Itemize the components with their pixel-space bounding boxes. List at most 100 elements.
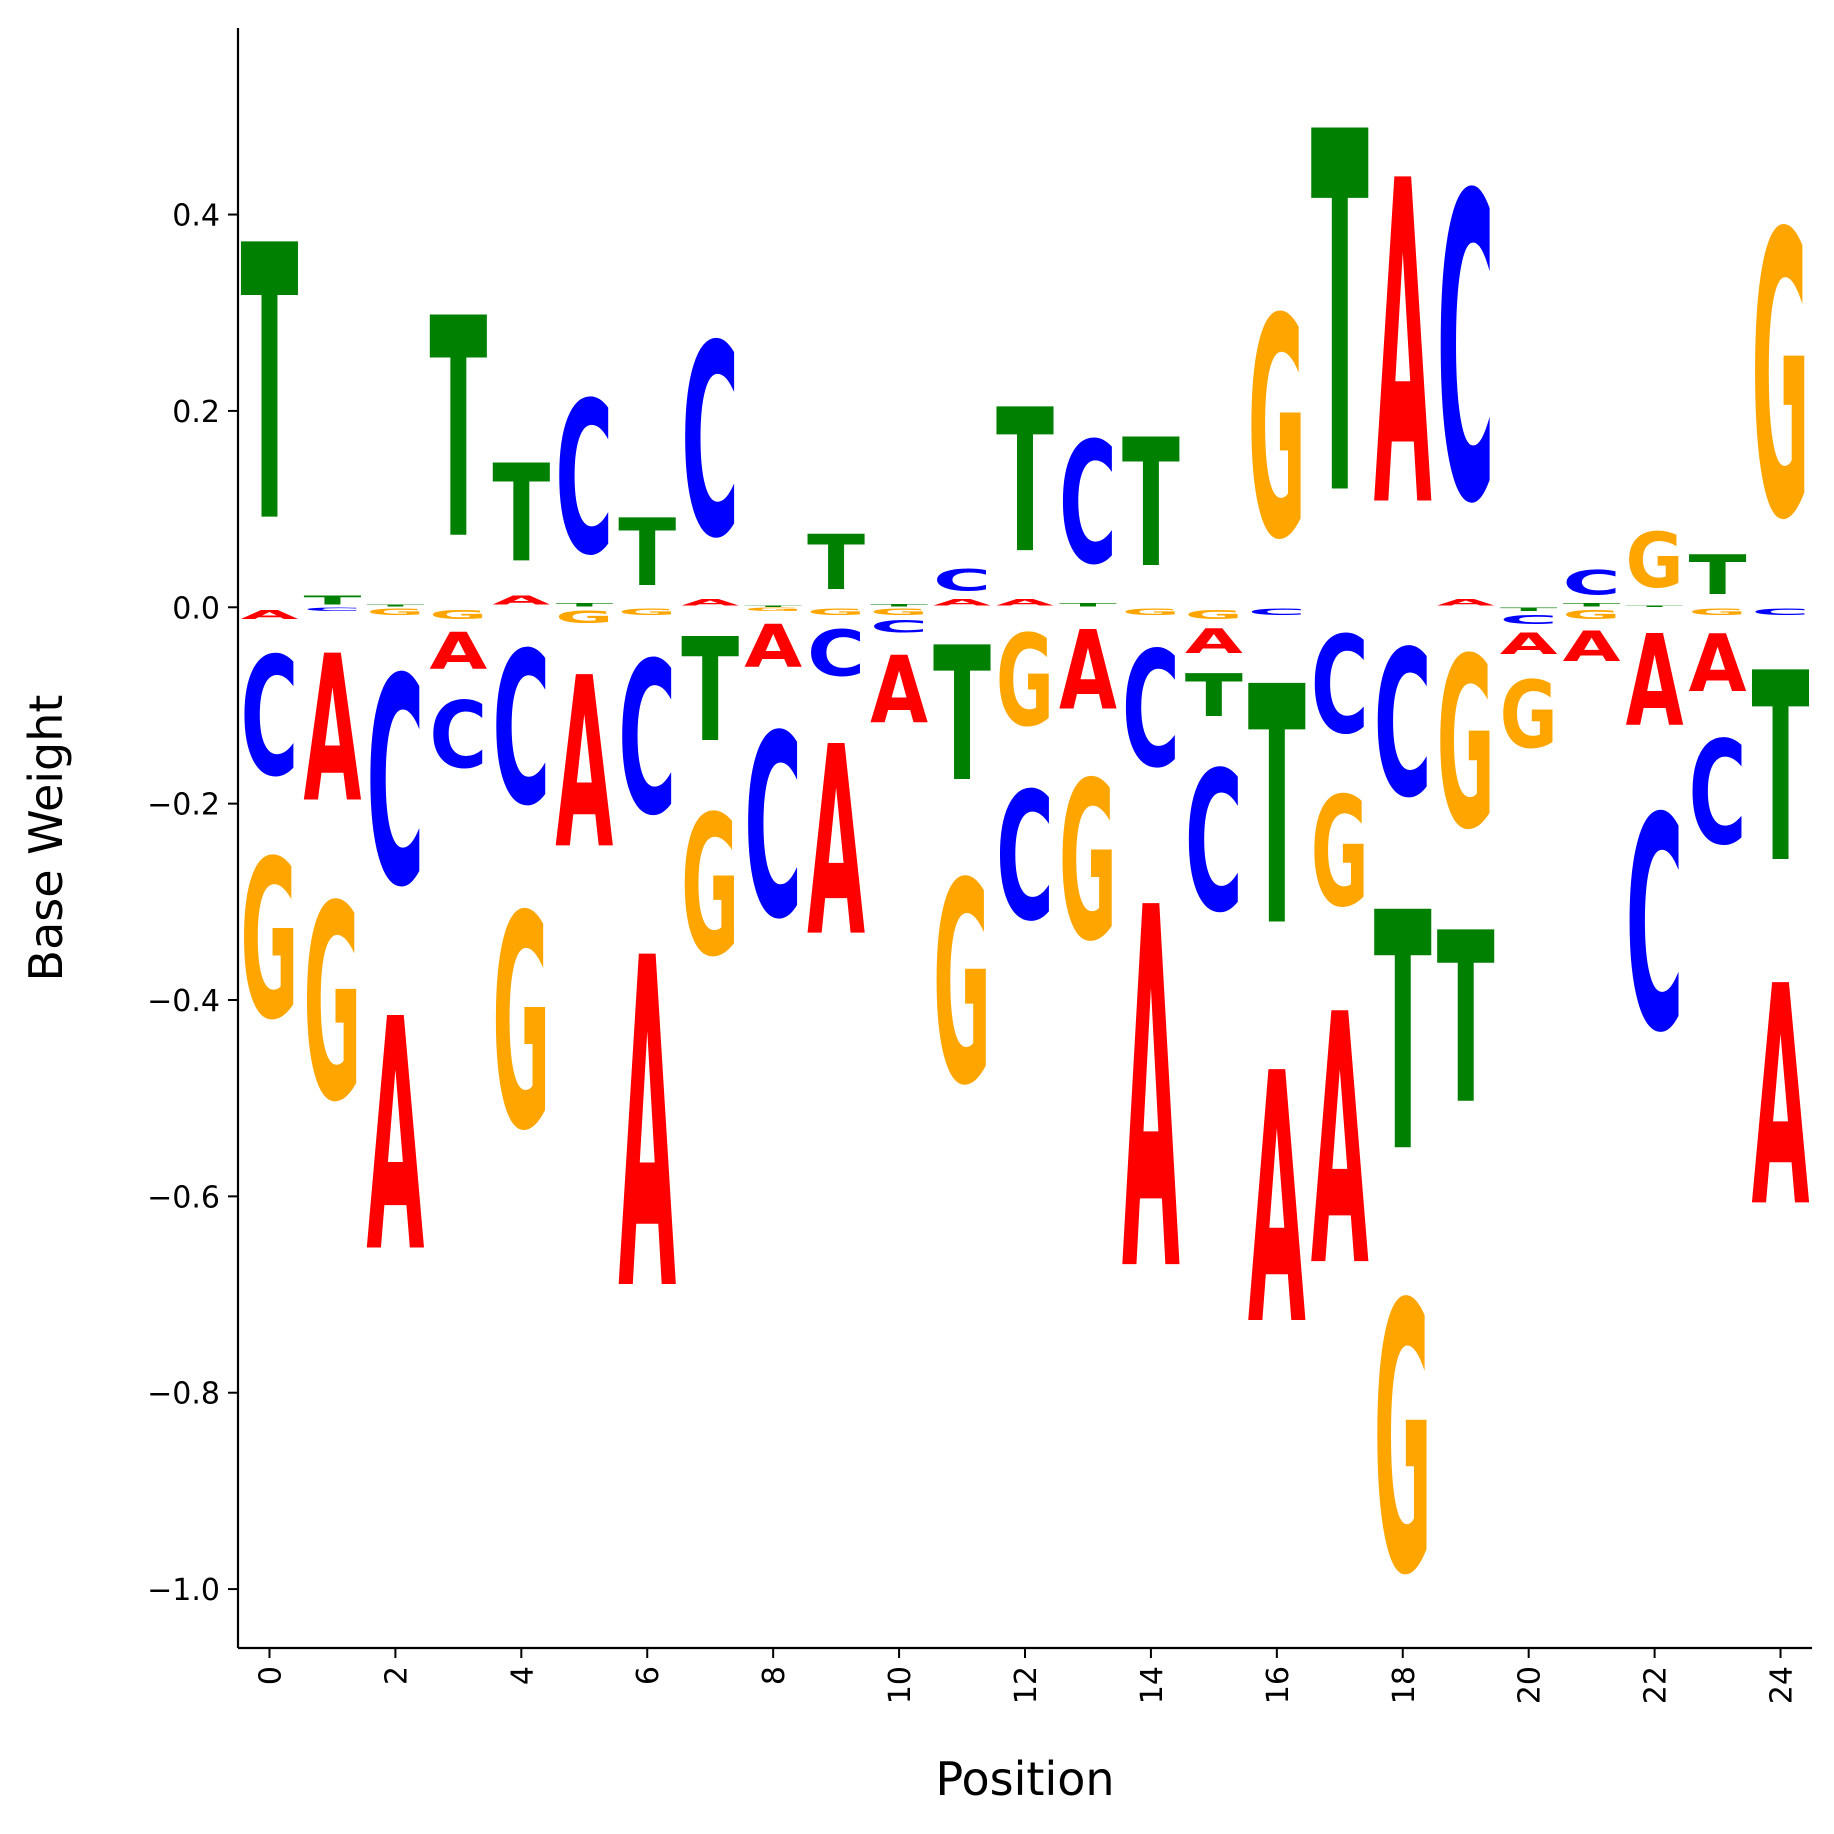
logo-letter-g: G <box>681 776 739 1000</box>
logo-letter-g: G <box>1185 607 1243 622</box>
logo-letters: TACGTCAGTGCATGACATCGTCGATGCAACTGTGACTGCA… <box>241 28 1810 1656</box>
logo-letter-c: C <box>1752 607 1810 617</box>
x-tick-label: 0 <box>253 1666 288 1685</box>
logo-letter-a: A <box>618 864 676 1391</box>
x-tick-label: 16 <box>1261 1666 1296 1704</box>
y-tick-label: −0.8 <box>147 1377 220 1412</box>
x-ticks: 0 2 4 6 8 10 12 14 16 18 20 22 24 <box>253 1648 1800 1704</box>
x-tick-label: 10 <box>883 1666 918 1704</box>
logo-letter-g: G <box>303 850 361 1162</box>
x-tick-label: 24 <box>1765 1666 1800 1704</box>
logo-letter-c: C <box>996 756 1054 961</box>
logo-letter-g: G <box>870 607 928 617</box>
x-tick-label: 22 <box>1639 1666 1674 1704</box>
x-tick-label: 6 <box>631 1666 666 1685</box>
logo-letter-g: G <box>618 607 676 617</box>
logo-letter-a: A <box>1689 618 1747 711</box>
x-tick-label: 12 <box>1009 1666 1044 1704</box>
logo-letter-t: T <box>1437 883 1495 1157</box>
logo-letter-t: T <box>492 437 550 592</box>
logo-letter-t: T <box>1689 544 1747 607</box>
logo-letter-t: T <box>807 519 865 607</box>
x-tick-label: 4 <box>505 1666 540 1685</box>
logo-letter-g: G <box>366 607 424 617</box>
logo-letter-a: A <box>996 598 1054 608</box>
logo-letter-c: C <box>429 682 487 789</box>
logo-letter-g: G <box>1752 153 1810 607</box>
logo-letter-c: C <box>807 617 865 690</box>
logo-letter-a: A <box>1626 609 1684 755</box>
logo-letter-a: A <box>366 951 424 1323</box>
logo-letter-a: A <box>1752 922 1810 1273</box>
logo-letter-t: T <box>429 256 487 607</box>
logo-letter-c: C <box>1185 730 1243 955</box>
logo-letter-c: C <box>241 624 299 814</box>
logo-letter-a: A <box>1437 598 1495 608</box>
logo-letter-a: A <box>1563 623 1621 671</box>
logo-letter-a: A <box>241 607 300 622</box>
logo-letter-t: T <box>1626 605 1684 607</box>
logo-letter-a: A <box>1122 804 1180 1382</box>
logo-letter-t: T <box>1563 602 1621 607</box>
logo-letter-c: C <box>1626 755 1684 1098</box>
logo-letter-g: G <box>1311 765 1369 941</box>
logo-letter-t: T <box>555 602 613 607</box>
logo-letter-g: G <box>555 607 613 627</box>
logo-letter-g: G <box>429 607 487 622</box>
logo-letter-t: T <box>681 607 739 773</box>
logo-letter-a: A <box>681 598 739 608</box>
logo-letter-g: G <box>1122 607 1180 617</box>
logo-letter-a: A <box>807 692 865 995</box>
logo-letter-a: A <box>933 598 991 608</box>
logo-letter-a: A <box>492 593 551 608</box>
logo-letter-c: C <box>1374 609 1432 843</box>
logo-letter-t: T <box>1248 619 1306 1000</box>
logo-letter-c: C <box>1311 608 1369 764</box>
logo-letter-a: A <box>1311 942 1369 1343</box>
y-tick-label: 0.4 <box>172 199 220 234</box>
y-tick-label: 0.0 <box>172 591 220 626</box>
logo-letter-t: T <box>870 603 928 607</box>
logo-letter-c: C <box>1059 406 1117 602</box>
logo-letter-t: T <box>1752 617 1810 921</box>
logo-letter-c: C <box>555 359 613 603</box>
y-tick-label: −1.0 <box>147 1573 220 1608</box>
logo-letter-c: C <box>1500 613 1558 627</box>
logo-letter-a: A <box>303 613 361 848</box>
logo-letter-t: T <box>744 605 802 607</box>
logo-letter-c: C <box>744 682 802 975</box>
y-axis-label: Base Weight <box>19 695 73 982</box>
logo-letter-g: G <box>1374 1226 1432 1657</box>
logo-letter-g: G <box>996 608 1054 755</box>
logo-letter-g: G <box>1059 736 1117 990</box>
y-tick-label: −0.4 <box>147 984 220 1019</box>
logo-letter-c: C <box>1248 607 1306 617</box>
logo-letter-a: A <box>1374 89 1432 606</box>
logo-letter-t: T <box>1374 845 1432 1226</box>
logo-letter-a: A <box>1059 608 1117 735</box>
logo-letter-c: C <box>1122 617 1180 803</box>
logo-letter-a: A <box>1185 622 1243 661</box>
x-tick-label: 8 <box>757 1666 792 1685</box>
logo-letter-t: T <box>618 500 676 607</box>
logo-letter-t: T <box>1185 662 1243 730</box>
logo-letter-c: C <box>1689 712 1747 878</box>
logo-letter-g: G <box>1689 607 1747 617</box>
x-axis-label: Position <box>935 1752 1114 1806</box>
logo-letter-g: G <box>1248 254 1306 607</box>
logo-letter-c: C <box>681 290 739 598</box>
x-tick-label: 18 <box>1387 1666 1422 1704</box>
logo-letter-a: A <box>1500 627 1558 661</box>
logo-letter-a: A <box>870 637 928 745</box>
logo-letter-c: C <box>303 607 361 612</box>
logo-letter-g: G <box>1500 663 1558 770</box>
logo-letter-c: C <box>366 619 424 950</box>
logo-letter-t: T <box>1500 607 1558 612</box>
logo-letter-t: T <box>366 604 424 607</box>
x-tick-label: 2 <box>379 1666 414 1685</box>
logo-letter-t: T <box>1059 602 1117 607</box>
logo-letter-g: G <box>241 815 299 1069</box>
logo-letter-a: A <box>555 628 613 902</box>
logo-letter-t: T <box>996 367 1054 597</box>
